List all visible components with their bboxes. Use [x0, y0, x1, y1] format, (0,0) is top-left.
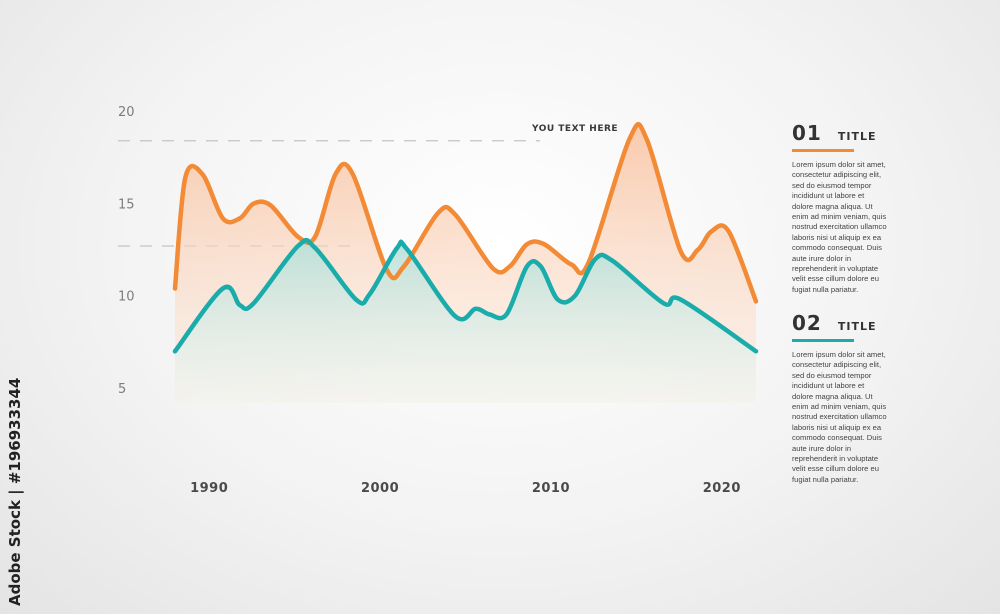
legend-body-line: incididunt ut labore et [792, 381, 865, 391]
legend-body-line: laboris nisi ut aliquip ex ea [792, 232, 882, 242]
legend-body-line: nostrud exercitation ullamco [792, 412, 887, 422]
y-axis: 20 15 10 5 [118, 105, 135, 397]
legend-body-line: reprehenderit in voluptate [792, 264, 879, 274]
legend-body-line: enim ad minim veniam, quis [792, 402, 887, 412]
legend-body-line: aute irure dolor in [792, 253, 852, 263]
series-2-line [172, 237, 759, 354]
annotation-label: YOU TEXT HERE [531, 124, 618, 134]
legend-body-line: sed do eiusmod tempor [792, 370, 872, 380]
legend-number: 01 [792, 121, 822, 145]
series-lines [172, 121, 759, 354]
legend-body-line: dolore magna aliqua. Ut [792, 201, 873, 211]
y-tick-label: 10 [118, 290, 135, 305]
legend-body-line: nostrud exercitation ullamco [792, 222, 887, 232]
series-1-line [172, 121, 759, 304]
legend-body-line: reprehenderit in voluptate [792, 454, 879, 464]
legend-color-bar [792, 339, 854, 342]
x-tick-label: 2000 [361, 481, 399, 496]
legend-body-line: fugiat nulla pariatur. [792, 474, 859, 484]
legend-body-line: aute irure dolor in [792, 443, 852, 453]
legend-body-line: Lorem ipsum dolor sit amet, [792, 160, 886, 169]
legend-body-line: consectetur adipiscing elit, [792, 360, 882, 370]
legend-body-line: enim ad minim veniam, quis [792, 212, 887, 222]
legend-body-line: consectetur adipiscing elit, [792, 170, 882, 180]
series-2-area [175, 240, 756, 403]
legend-panel-1: 01 TITLE Lorem ipsum dolor sit amet, cons… [792, 121, 982, 295]
legend-body-line: sed do eiusmod tempor [792, 180, 872, 190]
legend-body-line: dolore magna aliqua. Ut [792, 391, 873, 401]
legend-body-line: commodo consequat. Duis [792, 433, 882, 443]
legend-body-line: commodo consequat. Duis [792, 243, 882, 253]
legend-title: TITLE [837, 130, 877, 143]
legend-body: Lorem ipsum dolor sit amet, consectetur a… [792, 160, 890, 295]
legend-number: 02 [792, 311, 822, 335]
y-tick-label: 20 [118, 105, 135, 120]
legend-body-line: velit esse cillum dolore eu [792, 274, 879, 284]
y-tick-label: 5 [118, 382, 126, 397]
legend-body-line: fugiat nulla pariatur. [792, 284, 859, 294]
x-tick-label: 1990 [190, 481, 228, 496]
legend-body-line: velit esse cillum dolore eu [792, 464, 879, 474]
legend-title: TITLE [837, 320, 877, 333]
series-areas [175, 124, 756, 403]
legend-body-line: laboris nisi ut aliquip ex ea [792, 422, 882, 432]
legend-color-bar [792, 149, 854, 152]
x-tick-label: 2020 [703, 481, 741, 496]
y-tick-label: 15 [118, 197, 135, 212]
legend-body: Lorem ipsum dolor sit amet, consectetur a… [792, 350, 890, 485]
legend-body-line: incididunt ut labore et [792, 191, 865, 201]
legend-panel-2: 02 TITLE Lorem ipsum dolor sit amet, cons… [792, 311, 982, 485]
legend-body-line: Lorem ipsum dolor sit amet, [792, 350, 886, 359]
x-tick-label: 2010 [532, 481, 570, 496]
stock-watermark-label: Adobe Stock | #196933344 [6, 377, 24, 606]
x-axis: 1990 2000 2010 2020 [190, 481, 741, 496]
